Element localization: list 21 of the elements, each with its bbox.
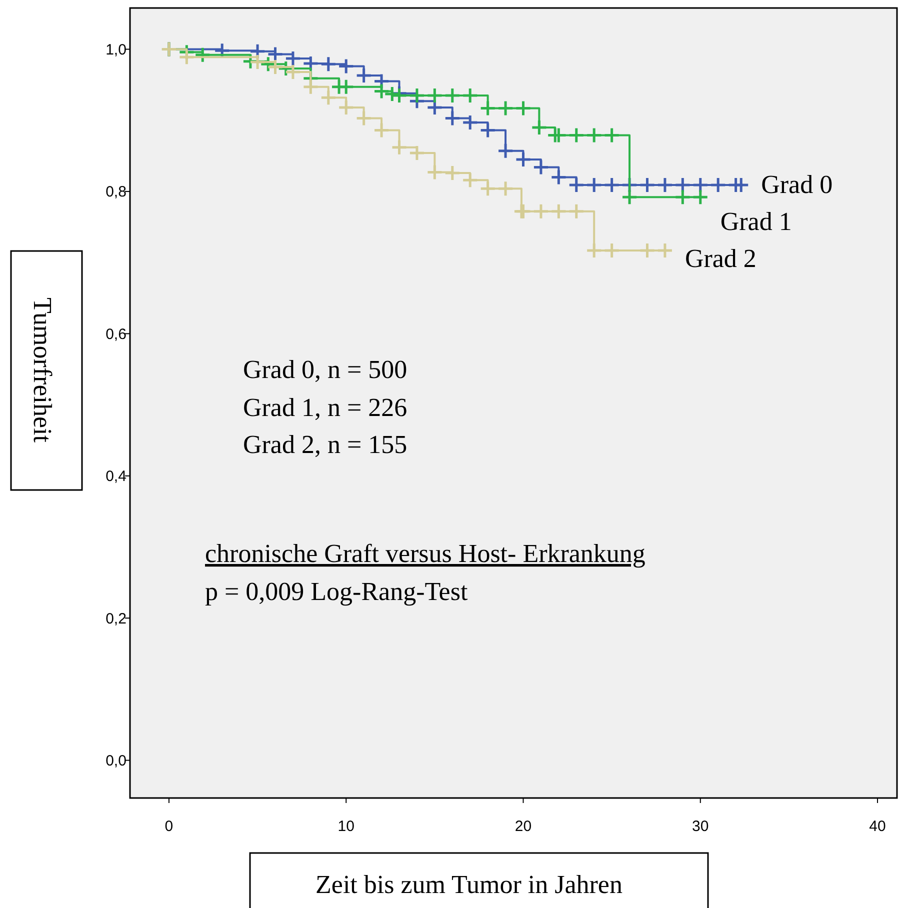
y-tick-label: 0,4 xyxy=(106,468,126,486)
annotation: Grad 2, n = 155 xyxy=(243,430,408,459)
y-axis-title: Tumorfreiheit xyxy=(28,298,57,444)
y-tick-label: 0,0 xyxy=(106,752,126,770)
y-tick-label: 1,0 xyxy=(106,41,126,58)
series-label: Grad 2 xyxy=(684,244,756,274)
series-label: Grad 1 xyxy=(720,207,792,236)
annotation: chronische Graft versus Host- Erkrankung xyxy=(205,539,646,568)
x-tick-label: 0 xyxy=(164,818,174,835)
x-tick-label: 40 xyxy=(869,818,886,835)
y-tick-label: 0,6 xyxy=(106,326,126,343)
y-tick-label: 0,2 xyxy=(106,610,126,628)
x-tick-label: 30 xyxy=(692,818,709,835)
annotation: Grad 0, n = 500 xyxy=(243,355,408,384)
annotation: Grad 1, n = 226 xyxy=(243,393,408,422)
series-label: Grad 0 xyxy=(761,170,833,200)
x-axis-title: Zeit bis zum Tumor in Jahren xyxy=(316,870,622,899)
x-tick-label: 10 xyxy=(338,818,354,835)
annotation: p = 0,009 Log-Rang-Test xyxy=(205,577,468,606)
x-tick-label: 20 xyxy=(514,818,532,835)
y-tick-label: 0,8 xyxy=(106,184,126,201)
